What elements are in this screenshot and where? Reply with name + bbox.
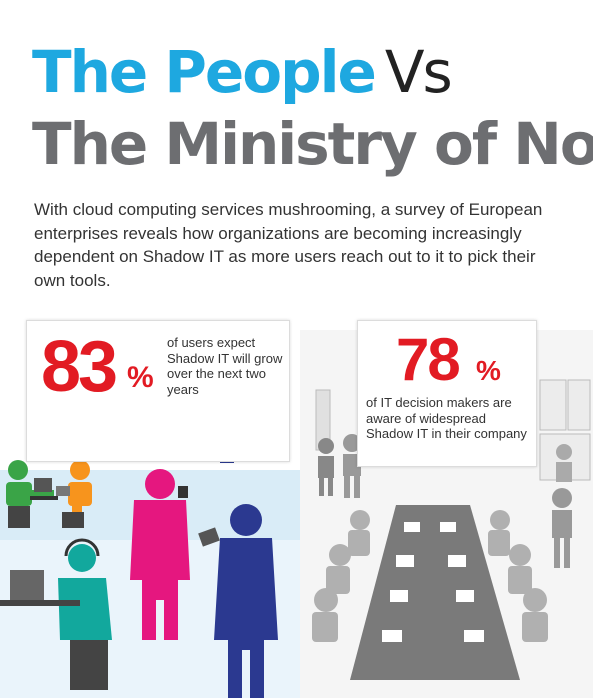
stat-it-number: 78	[396, 326, 461, 393]
stat-users-percent: %	[127, 361, 154, 394]
headline-people: The People	[32, 38, 377, 106]
conference-table-icon	[350, 505, 520, 680]
headline-line-2: The Ministry of No	[32, 110, 593, 178]
stat-panel-it: 78 % of IT decision makers are aware of …	[357, 320, 537, 467]
green-person-laptop-icon	[6, 460, 58, 528]
stat-users-text: of users expect Shadow IT will grow over…	[167, 335, 283, 397]
teal-person-headphones-icon	[0, 538, 112, 690]
stat-it-text: of IT decision makers are aware of wides…	[366, 395, 527, 441]
orange-person-tablet-icon	[56, 460, 92, 528]
headline-vs: Vs	[384, 38, 453, 106]
stat-users-number: 83	[41, 327, 118, 407]
intro-paragraph: With cloud computing services mushroomin…	[34, 200, 543, 290]
seated-managers-icon	[312, 510, 548, 642]
grey-person-standing-icon	[318, 438, 334, 496]
server-rack-icon	[315, 379, 591, 481]
navy-person-tablet-icon	[198, 504, 278, 698]
magenta-person-phone-icon	[130, 469, 190, 640]
stat-it-percent: %	[476, 355, 501, 386]
stat-panel-users: 83 % of users expect Shadow IT will grow…	[26, 320, 290, 462]
manager-with-glasses-icon	[552, 488, 572, 568]
headline-line-1: The People Vs	[32, 38, 453, 106]
manager-standing-right-icon	[556, 444, 572, 482]
